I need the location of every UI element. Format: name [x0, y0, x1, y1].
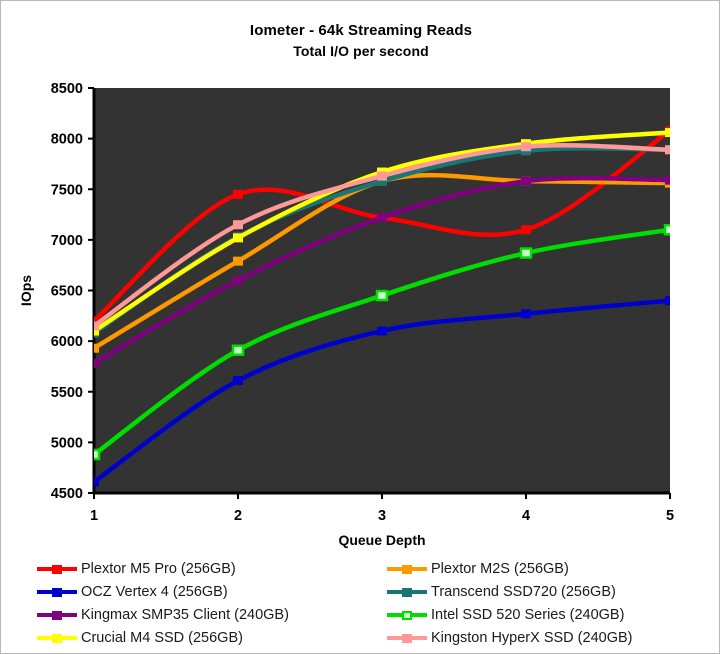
legend-item: Plextor M5 Pro (256GB)	[37, 557, 367, 580]
chart-title: Iometer - 64k Streaming Reads	[249, 22, 473, 39]
y-axis-tick-label: 8000	[51, 132, 83, 148]
series-marker	[375, 289, 389, 302]
legend-item: Kingston HyperX SSD (240GB)	[387, 626, 717, 649]
series-marker	[377, 326, 387, 336]
legend-swatch-crucial-m4	[37, 631, 77, 645]
series-marker	[665, 296, 670, 306]
plot-area: 4500 5000 5500 6000 6500 7000 7500 8000 8500 1 2 3 4…	[18, 81, 674, 548]
series-marker	[521, 225, 531, 235]
series-marker	[521, 176, 531, 186]
legend-swatch-plextor-m2s	[387, 562, 427, 576]
series-marker	[94, 343, 99, 353]
legend-label: Plextor M5 Pro (256GB)	[81, 560, 236, 577]
series-marker	[521, 142, 531, 152]
series-marker	[233, 275, 243, 285]
series-marker	[231, 344, 245, 356]
y-axis-tick-label: 4500	[51, 486, 83, 502]
series-marker	[519, 247, 533, 259]
legend-label: Crucial M4 SSD (256GB)	[81, 629, 243, 646]
legend-item: Plextor M2S (256GB)	[387, 557, 717, 580]
x-axis-tick-label: 5	[666, 508, 674, 524]
series-marker	[665, 145, 670, 155]
y-axis-tick-label: 8500	[51, 81, 83, 97]
series-marker	[377, 171, 387, 181]
legend-item: OCZ Vertex 4 (256GB)	[37, 580, 367, 603]
series-marker	[665, 175, 670, 185]
legend-item: Crucial M4 SSD (256GB)	[37, 626, 367, 649]
y-axis-tick-label: 7500	[51, 182, 83, 198]
y-axis-tick-label: 5500	[51, 385, 83, 401]
legend-column-left: Plextor M5 Pro (256GB) OCZ Vertex 4 (256…	[37, 557, 367, 649]
legend-swatch-transcend-ssd720	[387, 585, 427, 599]
legend-item: Intel SSD 520 Series (240GB)	[387, 603, 717, 626]
series-marker	[94, 316, 99, 326]
legend-label: OCZ Vertex 4 (256GB)	[81, 583, 228, 600]
y-axis-title: IOps	[18, 275, 34, 306]
legend-swatch-plextor-m5-pro	[37, 562, 77, 576]
legend-swatch-kingston-hyperx	[387, 631, 427, 645]
legend-label: Kingston HyperX SSD (240GB)	[431, 629, 633, 646]
y-axis-tick-label: 6500	[51, 284, 83, 300]
legend-label: Kingmax SMP35 Client (240GB)	[81, 606, 289, 623]
series-marker	[377, 176, 387, 186]
series-marker	[377, 213, 387, 223]
series-marker	[663, 224, 670, 236]
y-axis-tick-label: 6000	[51, 334, 83, 350]
x-axis-tick-label: 1	[90, 508, 98, 524]
series-marker	[665, 128, 670, 138]
series-marker	[233, 233, 243, 243]
legend-label: Plextor M2S (256GB)	[431, 560, 569, 577]
series-marker	[233, 256, 243, 266]
series-marker	[94, 477, 99, 487]
x-axis-tick-label: 2	[234, 508, 242, 524]
series-marker	[521, 309, 531, 319]
legend-label: Intel SSD 520 Series (240GB)	[431, 606, 625, 623]
x-axis-tick-label: 4	[522, 508, 530, 524]
y-axis-tick-label: 7000	[51, 233, 83, 249]
series-marker	[233, 220, 243, 230]
y-axis-tick-label: 5000	[51, 435, 83, 451]
legend-swatch-ocz-vertex-4	[37, 585, 77, 599]
series-marker	[94, 321, 99, 331]
series-marker	[94, 326, 99, 336]
legend-label: Transcend SSD720 (256GB)	[431, 583, 616, 600]
legend-item: Kingmax SMP35 Client (240GB)	[37, 603, 367, 626]
chart-subtitle: Total I/O per second	[293, 43, 429, 59]
series-marker	[233, 376, 243, 386]
series-marker	[94, 358, 99, 368]
chart-legend: Plextor M5 Pro (256GB) OCZ Vertex 4 (256…	[37, 557, 697, 649]
series-marker	[233, 189, 243, 199]
legend-item: Transcend SSD720 (256GB)	[387, 580, 717, 603]
legend-swatch-intel-ssd-520	[387, 608, 427, 622]
legend-swatch-kingmax-smp35	[37, 608, 77, 622]
chart-title-block: Iometer - 64k Streaming Reads Total I/O …	[1, 21, 720, 61]
series-marker	[94, 448, 101, 461]
x-axis-title: Queue Depth	[338, 532, 425, 548]
legend-column-right: Plextor M2S (256GB) Transcend SSD720 (25…	[387, 557, 717, 649]
x-axis-tick-label: 3	[378, 508, 386, 524]
